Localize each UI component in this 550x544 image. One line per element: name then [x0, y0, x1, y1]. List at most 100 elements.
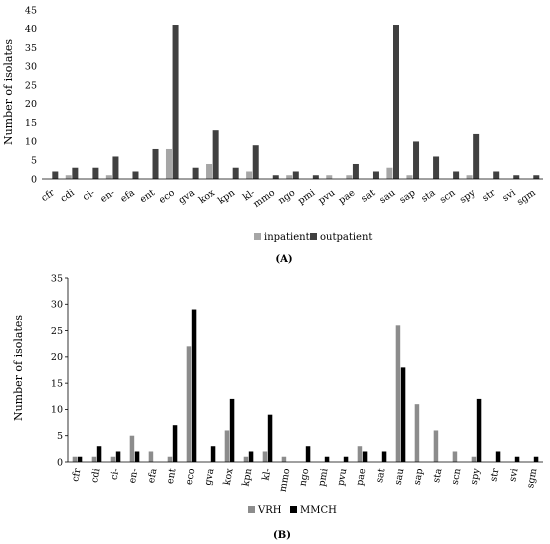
chart-a-x-tick-label: svi: [500, 187, 517, 204]
chart-b-x-tick-label: en-: [127, 468, 140, 485]
chart-a-bars: [52, 25, 540, 179]
chart-a-x-tick-label: pae: [337, 187, 358, 206]
chart-b-x-tick-label: scn: [450, 468, 464, 486]
chart-a-x-tick-label: gva: [177, 187, 198, 206]
chart-a-bar-inpatient-ngo: [286, 175, 293, 179]
chart-a-y-tick-label: 40: [25, 24, 37, 35]
chart-a-bar-outpatient-ci-: [92, 167, 99, 179]
chart-a-bar-outpatient-str: [493, 171, 500, 179]
chart-a-x-tick-label: scn: [438, 187, 458, 205]
chart-b-legend-label-MMCH: MMCH: [300, 505, 337, 516]
chart-b-x-ticks: cfr cdi ci-en-efa ent eco gva kox kpn kl-mmo ngo p…: [70, 467, 539, 493]
chart-a-bar-outpatient-mmo: [272, 175, 279, 179]
chart-b-bar-MMCH-str: [495, 451, 501, 462]
chart-a-bar-outpatient-scn: [453, 171, 460, 179]
chart-a-y-tick-label: 10: [25, 137, 37, 148]
chart-b-bar-MMCH-gva: [210, 446, 216, 462]
chart-b-x-tick-label: cdi: [89, 468, 102, 484]
chart-a-x-tick-label: mmo: [251, 187, 277, 210]
chart-a-bar-inpatient-pvu: [326, 175, 333, 179]
chart-a-bar-inpatient-sau: [386, 167, 393, 179]
chart-a-bar-outpatient-cdi: [72, 167, 79, 179]
chart-b-x-tick-label: sta: [431, 467, 444, 483]
chart-a-y-tick-label: 25: [25, 80, 37, 91]
chart-a-bar-outpatient-svi: [513, 175, 520, 179]
chart-b: cfr cdi ci-en-efa ent eco gva kox kpn kl-mmo ngo p…: [12, 273, 543, 541]
chart-a-bar-outpatient-sap: [413, 141, 420, 179]
chart-a-bar-outpatient-sat: [372, 171, 379, 179]
chart-b-x-tick-label: eco: [184, 467, 198, 486]
chart-a-x-tick-label: eco: [157, 187, 177, 206]
chart-b-bar-MMCH-ent: [172, 425, 178, 462]
chart-b-y-tick-label: 0: [57, 457, 63, 468]
chart-b-bar-VRH-ent: [167, 456, 173, 462]
chart-b-bar-VRH-sta: [433, 430, 439, 462]
chart-a-bar-inpatient-sap: [406, 175, 413, 179]
chart-a-bar-inpatient-eco: [165, 148, 172, 179]
chart-b-bar-VRH-eco: [186, 346, 192, 462]
chart-b-bar-VRH-ci-: [110, 456, 116, 462]
chart-b-x-tick-label: mmo: [277, 467, 292, 493]
chart-a-bar-outpatient-kox: [212, 130, 219, 179]
chart-a-x-tick-label: en-: [98, 187, 117, 205]
chart-b-bar-MMCH-sgm: [533, 456, 539, 462]
chart-b-bar-MMCH-ci-: [115, 451, 121, 462]
chart-b-bar-MMCH-ngo: [305, 446, 311, 462]
chart-b-bar-MMCH-pmi: [324, 456, 330, 462]
chart-b-x-tick-label: sat: [374, 467, 387, 483]
chart-a-bar-outpatient-sta: [433, 156, 440, 179]
chart-b-x-tick-label: sau: [393, 468, 407, 486]
chart-a-bar-outpatient-ngo: [292, 171, 299, 179]
chart-b-x-tick-label: gva: [203, 467, 217, 486]
chart-a-y-tick-label: 30: [25, 62, 37, 73]
chart-b-bar-MMCH-en-: [134, 451, 140, 462]
chart-b-x-tick-label: kpn: [241, 468, 255, 488]
chart-a-bar-inpatient-kl-: [246, 171, 253, 179]
chart-a-y-tick-label: 5: [31, 156, 37, 167]
chart-b-x-tick-label: str: [488, 467, 501, 482]
chart-a-x-tick-label: ci-: [81, 187, 97, 203]
chart-a-x-tick-label: efa: [118, 187, 137, 205]
chart-a-bar-outpatient-en-: [112, 156, 119, 179]
chart-a-y-tick-label: 45: [25, 5, 37, 16]
chart-b-legend-label-VRH: VRH: [257, 505, 282, 516]
chart-a-bar-outpatient-cfr: [52, 171, 59, 179]
chart-b-bar-VRH-en-: [129, 435, 135, 462]
chart-a-bar-outpatient-sau: [393, 25, 399, 179]
chart-b-bar-VRH-spy: [471, 456, 477, 462]
chart-b-y-tick-label: 35: [51, 273, 63, 284]
chart-b-bar-MMCH-sau: [400, 367, 406, 462]
chart-a-y-tick-label: 35: [25, 43, 37, 54]
chart-b-bar-MMCH-kpn: [248, 451, 254, 462]
chart-a-bar-outpatient-sgm: [533, 175, 540, 179]
chart-b-y-axis-title: Number of isolates: [12, 315, 25, 421]
chart-a-bar-inpatient-cdi: [65, 175, 72, 179]
chart-b-bar-MMCH-kl-: [267, 414, 273, 462]
chart-b-bar-VRH-kox: [224, 430, 230, 462]
chart-b-y-tick-label: 15: [51, 378, 63, 389]
chart-b-y-tick-label: 5: [57, 431, 63, 442]
chart-b-x-tick-label: sgm: [525, 468, 539, 490]
chart-a-y-tick-label: 20: [25, 99, 37, 110]
chart-a-y-tick-label: 0: [31, 174, 37, 185]
chart-b-bar-VRH-cdi: [91, 456, 97, 462]
chart-a-bar-outpatient-efa: [132, 171, 139, 179]
chart-b-bar-MMCH-pvu: [343, 456, 349, 462]
chart-a-x-tick-label: cfr: [39, 187, 57, 204]
chart-b-bar-MMCH-kox: [229, 398, 235, 462]
chart-a: cfr cdi ci-en-efa ent eco gva kox kpn kl-mmo ngop…: [2, 5, 543, 265]
chart-b-y-ticks: 0 5 10 15 20 25 30 35: [51, 273, 68, 468]
chart-b-bar-MMCH-cfr: [77, 456, 83, 462]
chart-b-y-tick-label: 20: [51, 352, 63, 363]
chart-a-bar-outpatient-pae: [352, 163, 359, 179]
chart-a-x-tick-label: cdi: [59, 187, 77, 204]
chart-a-y-tick-label: 15: [25, 118, 37, 129]
chart-b-axes: [67, 278, 543, 463]
chart-b-x-tick-label: ent: [165, 467, 179, 484]
chart-a-x-tick-label: pvu: [317, 187, 338, 206]
chart-b-bar-MMCH-sat: [381, 451, 387, 462]
chart-b-bar-MMCH-svi: [514, 456, 520, 462]
chart-b-x-tick-label: spy: [469, 467, 483, 486]
chart-a-x-tick-label: str: [480, 187, 498, 204]
chart-a-x-tick-label: sta: [419, 187, 437, 204]
